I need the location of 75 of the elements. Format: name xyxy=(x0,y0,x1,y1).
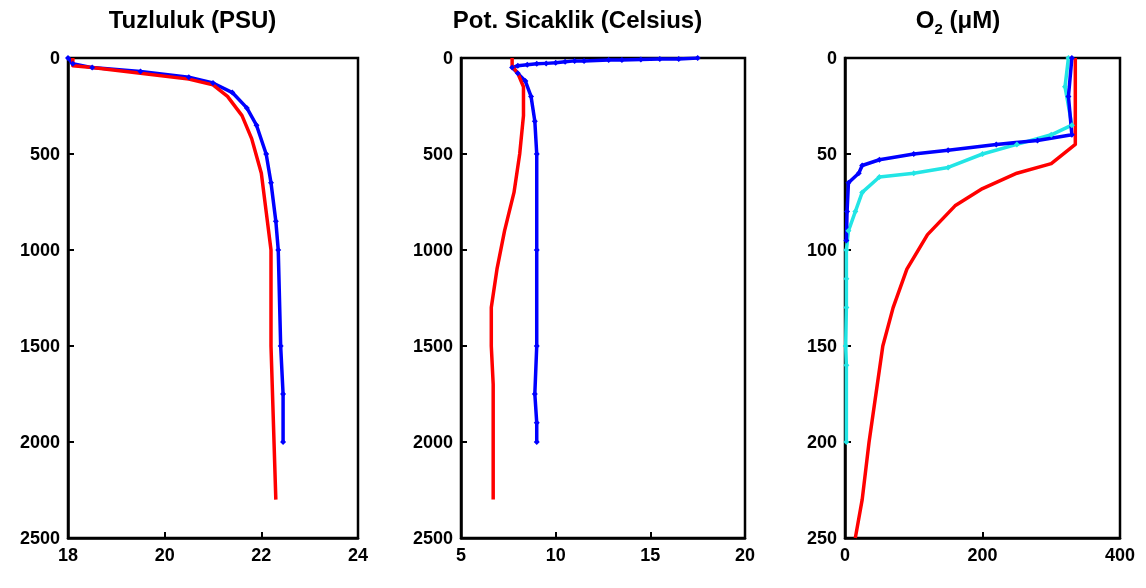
x-tick-label: 200 xyxy=(967,545,998,565)
x-tick-label: 20 xyxy=(734,545,756,565)
point xyxy=(859,189,866,196)
x-tick-label: 24 xyxy=(347,545,369,565)
y-tick-label: 0 xyxy=(442,48,453,68)
point xyxy=(522,78,529,85)
point xyxy=(65,55,71,61)
y-tick-label: 250 xyxy=(806,528,837,548)
y-tick-label: 100 xyxy=(806,240,837,260)
chart-title: Pot. Sicaklik (Celsius) xyxy=(451,6,704,34)
point xyxy=(845,227,852,234)
point xyxy=(280,391,287,397)
y-tick-label: 200 xyxy=(806,432,837,452)
y-tick-label: 1500 xyxy=(412,336,453,356)
x-tick-label: 10 xyxy=(545,545,566,565)
y-tick-label: 500 xyxy=(422,144,453,164)
y-tick-label: 0 xyxy=(49,48,60,68)
point xyxy=(533,247,540,253)
y-tick-label: 0 xyxy=(826,48,837,68)
x-tick-label: 22 xyxy=(251,545,272,565)
point xyxy=(137,68,144,75)
point xyxy=(509,64,516,71)
point xyxy=(844,208,851,215)
y-tick-label: 2500 xyxy=(412,528,453,548)
x-tick-label: 5 xyxy=(455,545,467,565)
point xyxy=(253,122,260,129)
point xyxy=(280,439,287,445)
x-tick-label: 18 xyxy=(57,545,79,565)
point xyxy=(185,74,192,81)
line-series xyxy=(489,56,526,502)
y-tick-label: 50 xyxy=(816,144,837,164)
point xyxy=(855,170,862,177)
y-tick-label: 2000 xyxy=(412,432,453,452)
y-tick-label: 1000 xyxy=(412,240,453,260)
x-tick-label: 15 xyxy=(640,545,661,565)
point xyxy=(514,70,521,77)
y-tick-label: 150 xyxy=(806,336,837,356)
y-tick-label: 2500 xyxy=(19,528,60,548)
point xyxy=(272,218,279,225)
point xyxy=(1048,131,1055,138)
point xyxy=(543,60,550,67)
point xyxy=(69,60,76,67)
point xyxy=(229,89,236,96)
point xyxy=(852,208,859,215)
y-tick-label: 1000 xyxy=(19,240,60,260)
x-tick-label: 20 xyxy=(154,545,175,565)
point xyxy=(533,343,540,349)
y-tick-label: 2000 xyxy=(19,432,60,452)
line-series xyxy=(853,56,1078,540)
point xyxy=(277,343,284,349)
point xyxy=(945,164,952,171)
point xyxy=(263,151,270,157)
point xyxy=(1068,122,1075,129)
point xyxy=(571,57,578,64)
point xyxy=(533,60,540,67)
y-tick-label: 500 xyxy=(29,144,60,164)
chart-title: Tuzluluk (PSU) xyxy=(107,6,278,34)
x-tick-label: 0 xyxy=(839,545,851,565)
point xyxy=(514,62,521,69)
point xyxy=(275,247,282,253)
point xyxy=(876,174,883,181)
point xyxy=(533,439,540,445)
point xyxy=(552,59,559,66)
point xyxy=(859,162,866,169)
point xyxy=(89,64,96,71)
point xyxy=(528,93,535,100)
point xyxy=(979,151,986,157)
x-tick-label: 400 xyxy=(1104,545,1136,565)
chart-title: O$_{2}$ (μM) xyxy=(914,6,1002,37)
point xyxy=(1013,141,1020,148)
point xyxy=(533,151,540,157)
point xyxy=(210,79,216,86)
point xyxy=(243,104,250,111)
point xyxy=(531,391,538,397)
y-tick-label: 1500 xyxy=(19,336,60,356)
